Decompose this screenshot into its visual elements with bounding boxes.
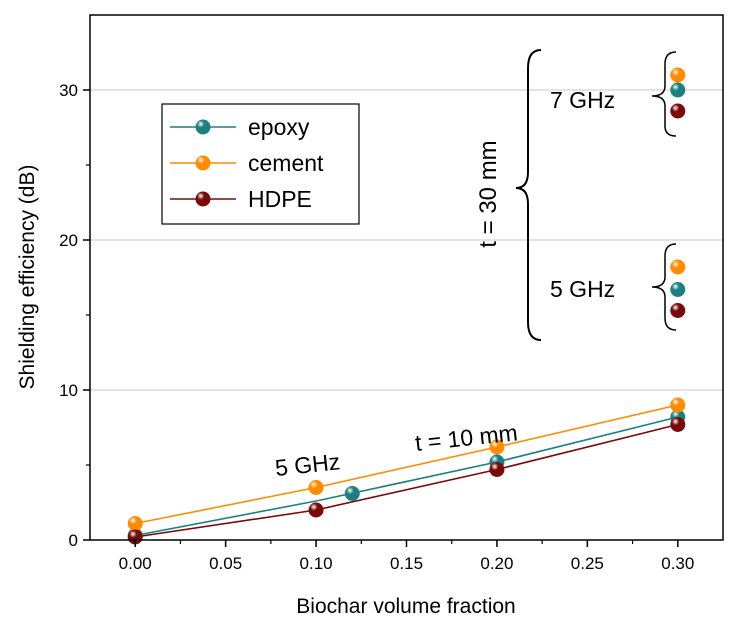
data-point-cement [670,259,686,275]
x-tick-label: 0.25 [571,554,604,573]
series-line-cement [135,404,678,525]
annotation-5ghz-low: 5 GHz [274,448,342,481]
data-point-hdpe [489,462,505,477]
data-point-cement [489,439,505,455]
y-tick-label: 10 [59,381,78,400]
x-tick-label: 0.00 [119,554,152,573]
legend-label-cement: cement [248,150,324,176]
x-tick-label: 0.20 [480,554,513,573]
data-point-cement [670,67,686,83]
legend-marker-cement [195,155,211,171]
series-line-hdpe [135,423,678,538]
x-tick-label: 0.10 [300,554,333,573]
brace-5ghz-high [651,243,677,331]
gridlines [90,89,723,391]
annotation-7ghz: 7 GHz [550,87,615,113]
legend-marker-epoxy [195,119,211,135]
plot-frame [89,14,724,541]
series-line-epoxy [135,416,678,537]
y-axis-label: Shielding efficiency (dB) [16,165,39,390]
data-point-epoxy [344,486,360,501]
x-tick-label: 0.15 [390,554,423,573]
data-point-cement [308,480,324,495]
data-point-epoxy [670,282,686,297]
data-point-cement [127,516,143,531]
x-axis-label: Biochar volume fraction [296,595,515,618]
annotation-5ghz-high: 5 GHz [550,276,615,302]
y-tick-label: 30 [59,81,78,100]
data-point-hdpe [308,502,324,518]
data-point-hdpe [670,417,686,432]
y-tick-label: 20 [59,231,78,250]
y-tick-label: 0 [69,531,78,550]
legend-label-hdpe: HDPE [248,186,312,212]
annotation-t30: t = 30 mm [475,140,502,247]
legend-marker-hdpe [195,191,211,207]
legend-items: epoxy cement HDPE [170,114,324,212]
x-tick-label: 0.30 [661,554,694,573]
x-tick-label: 0.05 [209,554,242,573]
legend-label-epoxy: epoxy [248,114,310,140]
axes: 0 10 20 30 0.00 0.05 0.10 0.15 0.20 0.25 0.30 [59,81,694,573]
data-point-epoxy [670,82,686,98]
legend: epoxy cement HDPE [161,103,360,225]
data-point-cement [670,397,686,413]
data-point-hdpe [670,303,686,318]
brace-7ghz [651,51,677,137]
brace-t30 [515,49,542,341]
series-layer [127,67,686,545]
data-point-hdpe [670,103,686,119]
legend-box [161,103,360,225]
